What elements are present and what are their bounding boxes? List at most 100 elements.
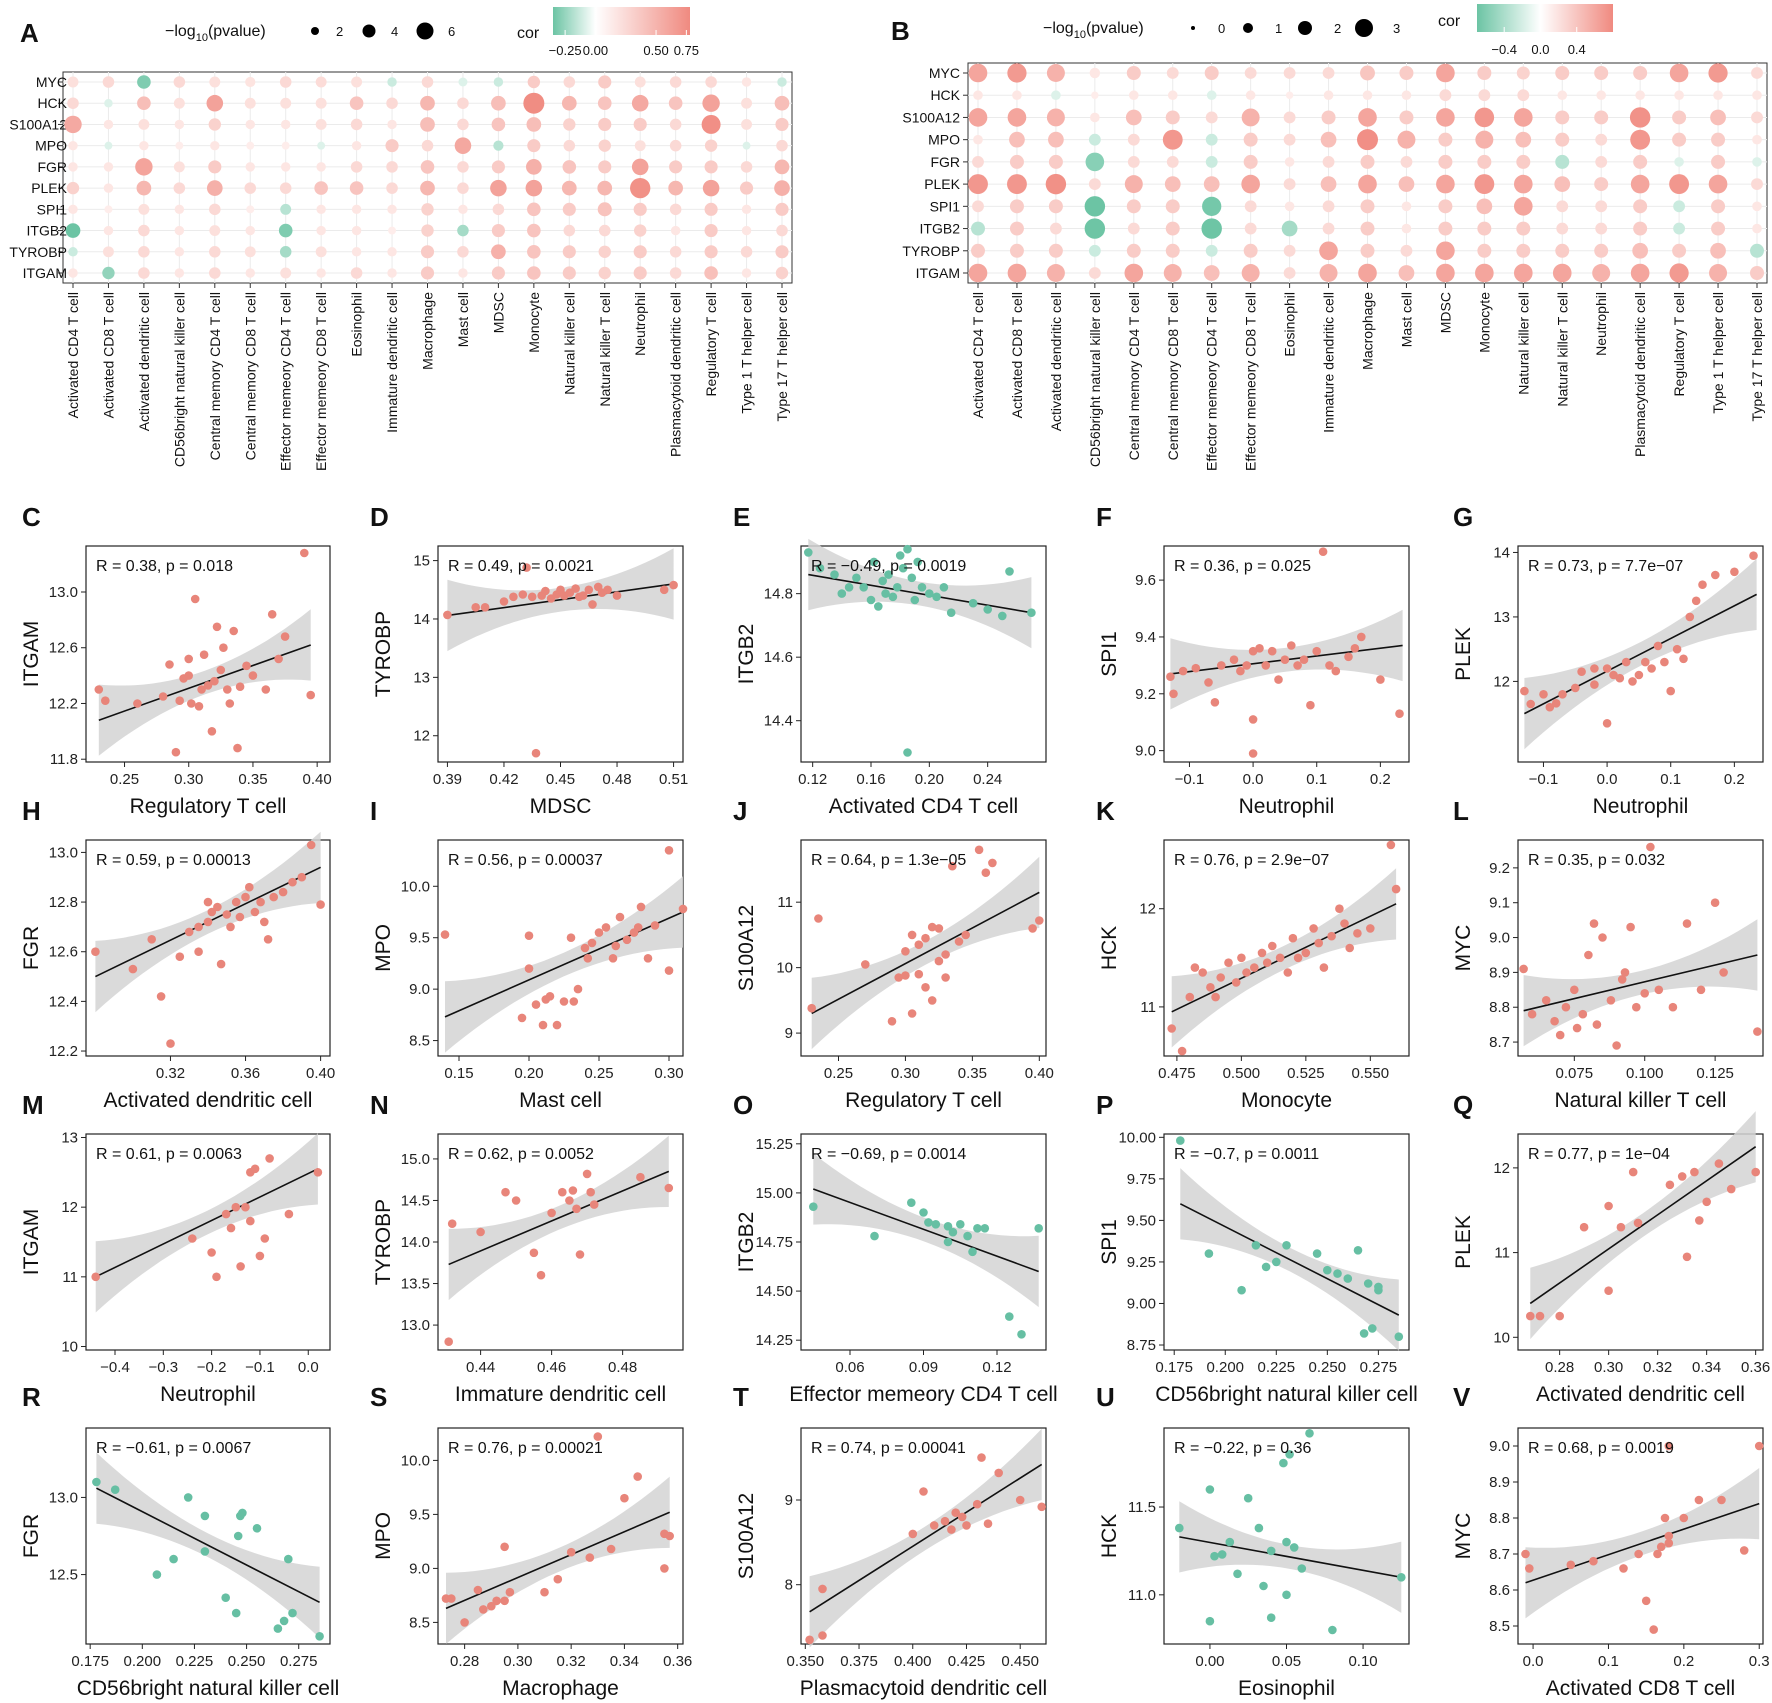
panel-b-bubble [1165, 243, 1180, 258]
panel-h-point [207, 907, 217, 917]
panel-f-point [1318, 547, 1328, 556]
panel-u-x-tick-label: 0.05 [1272, 1653, 1301, 1670]
panel-l-y-tick-label: 8.8 [1489, 999, 1510, 1016]
panel-a-bubble [102, 246, 114, 258]
panel-a-bubble [387, 204, 397, 215]
panel-i-point [664, 966, 674, 975]
panel-i-point [678, 904, 688, 914]
panel-d-x-tick-label: 0.42 [489, 771, 518, 788]
panel-j-point [927, 996, 937, 1005]
panel-b-bubble [1752, 90, 1762, 101]
panel-b-bubble [1322, 200, 1335, 213]
panel-u-y-tick-label: 11.5 [1128, 1499, 1156, 1516]
panel-a-bubble [563, 118, 576, 131]
panel-b-bubble [1283, 67, 1296, 79]
panel-a-bubble [317, 141, 326, 150]
panel-s-x-tick-label: 0.36 [663, 1653, 692, 1670]
panel-p-y-tick-label: 10.00 [1118, 1129, 1156, 1146]
panel-a-bubble [634, 76, 646, 88]
panel-a-bubble [777, 77, 787, 87]
panel-d-y-axis-title: TYROBP [372, 611, 395, 697]
panel-m-y-axis-title: ITGAM [20, 1209, 43, 1276]
panel-a-bubble [420, 180, 435, 196]
panel-f-point [1229, 655, 1239, 664]
panel-h-point [306, 840, 316, 850]
panel-d-y-tick-label: 15 [413, 553, 430, 570]
panel-n-point [558, 1187, 567, 1197]
panel-m-x-tick-label: 0.0 [298, 1359, 319, 1376]
panel-l-point [1626, 922, 1635, 932]
panel-a-row-label-plek: PLEK [31, 180, 67, 196]
panel-l-x-tick-label: 0.100 [1626, 1065, 1664, 1082]
panel-o-y-axis-title: ITGB2 [735, 1212, 758, 1273]
panel-a-col-label-mdsc: MDSC [490, 292, 506, 333]
panel-a-bubble [350, 118, 363, 131]
panel-a-bubble [740, 161, 753, 173]
panel-b-bubble [1400, 155, 1413, 168]
panel-b-bubble [1751, 67, 1763, 79]
panel-b-bubble [1091, 91, 1099, 99]
panel-n-point [547, 1208, 556, 1218]
panel-a-bubble [668, 180, 684, 196]
panel-b-bubble [1244, 67, 1257, 79]
panel-a-row-label-fgr: FGR [37, 159, 67, 175]
panel-p-y-tick-label: 9.00 [1127, 1295, 1156, 1312]
panel-j-point [1028, 924, 1037, 933]
panel-a-bubble [103, 183, 114, 193]
panel-a-bubble [246, 141, 255, 150]
panel-v-fit-line [1525, 1502, 1760, 1584]
panel-n-annotation: R = 0.62, p = 0.0052 [448, 1146, 594, 1163]
panel-a-row-label-myc: MYC [36, 74, 67, 90]
panel-a-bubble [668, 96, 683, 111]
panel-f-x-axis-title: Neutrophil [1239, 795, 1335, 818]
panel-d-x-tick-label: 0.48 [602, 771, 631, 788]
panel-c-point [219, 643, 228, 652]
panel-q-point [1690, 1167, 1699, 1177]
panel-i-point [552, 1020, 562, 1030]
panel-a-bubble [67, 97, 79, 109]
panel-v-point [1649, 1625, 1658, 1634]
panel-b-row-label-tyrobp: TYROBP [902, 243, 960, 259]
panel-j-point [948, 861, 957, 871]
panel-u-point [1289, 1543, 1299, 1552]
panel-a-bubble [634, 140, 646, 152]
panel-n-fit-line [448, 1170, 670, 1266]
panel-k-y-axis-title: HCK [1098, 926, 1121, 970]
panel-n-point [536, 1270, 546, 1280]
panel-j-x-tick-label: 0.30 [891, 1065, 920, 1082]
panel-a-col-label-type-1-t-helper-cell: Type 1 T helper cell [739, 292, 755, 414]
panel-f-point [1312, 646, 1321, 656]
panel-a-bubble [563, 76, 576, 88]
panel-p-x-tick-label: 0.175 [1155, 1359, 1193, 1376]
panel-b-color-legend-title: cor [1438, 13, 1461, 30]
panel-r-y-axis-title: FGR [20, 1514, 43, 1558]
panel-b-col-label-type-1-t-helper-cell: Type 1 T helper cell [1710, 292, 1726, 414]
panel-c-point [210, 676, 219, 686]
panel-a-bubble [739, 181, 754, 195]
panel-b-bubble [1205, 244, 1218, 257]
panel-b-bubble [1007, 174, 1027, 195]
panel-q-point [1526, 1311, 1535, 1321]
panel-a-bubble [491, 95, 506, 111]
panel-o-point [924, 1218, 933, 1227]
panel-e-y-tick-label: 14.4 [764, 713, 793, 730]
panel-m-letter: M [22, 1090, 44, 1120]
panel-a-bubble [135, 158, 153, 176]
panel-t-x-tick-label: 0.375 [840, 1653, 878, 1670]
panel-b-bubble [1750, 266, 1764, 280]
panel-p-point [1323, 1265, 1332, 1275]
panel-b-bubble [1595, 155, 1608, 168]
panel-l-y-tick-label: 9.2 [1489, 860, 1510, 877]
panel-c-letter: C [22, 502, 41, 532]
panel-d-point [527, 592, 537, 602]
panel-a-bubble [491, 117, 506, 132]
panel-u-point [1328, 1625, 1337, 1635]
panel-a-bubble [104, 98, 113, 108]
panel-p-point [1176, 1136, 1185, 1145]
panel-b-bubble [1281, 220, 1298, 237]
panel-b-bubble [1165, 110, 1180, 125]
panel-b-bubble [1088, 178, 1101, 191]
panel-b-bubble [1555, 132, 1570, 147]
panel-b-bubble [1048, 243, 1063, 258]
panel-t-point [962, 1521, 971, 1530]
